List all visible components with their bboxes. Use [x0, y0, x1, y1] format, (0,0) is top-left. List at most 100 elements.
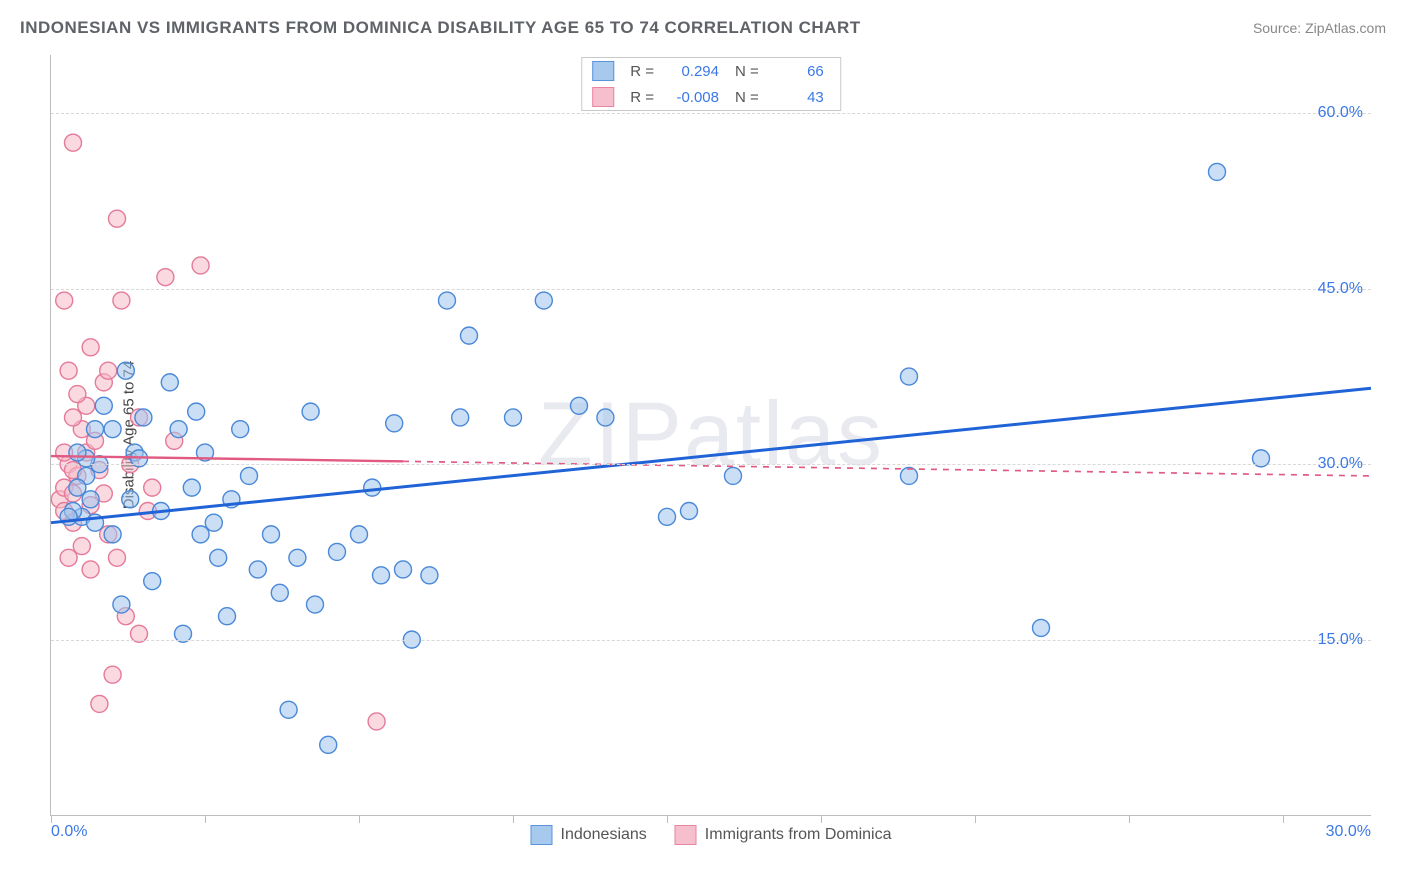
scatter-point [725, 467, 742, 484]
scatter-point [571, 397, 588, 414]
scatter-point [192, 526, 209, 543]
gridline [51, 464, 1371, 465]
legend-row-series-0: R = 0.294 N = 66 [582, 58, 840, 84]
scatter-point [104, 421, 121, 438]
scatter-point [60, 549, 77, 566]
scatter-point [82, 561, 99, 578]
scatter-point [144, 573, 161, 590]
scatter-point [188, 403, 205, 420]
scatter-point [421, 567, 438, 584]
legend-row-series-1: R = -0.008 N = 43 [582, 84, 840, 110]
scatter-point [364, 479, 381, 496]
correlation-legend: R = 0.294 N = 66 R = -0.008 N = 43 [581, 57, 841, 111]
gridline [51, 289, 1371, 290]
legend-swatch-bottom-0 [531, 825, 553, 845]
r-label: R = [630, 63, 654, 80]
y-tick-label: 60.0% [1318, 104, 1363, 122]
x-tick [975, 815, 976, 823]
y-tick-label: 45.0% [1318, 280, 1363, 298]
r-label: R = [630, 89, 654, 106]
scatter-point [82, 491, 99, 508]
scatter-point [368, 713, 385, 730]
scatter-point [95, 397, 112, 414]
gridline [51, 113, 1371, 114]
chart-title: INDONESIAN VS IMMIGRANTS FROM DOMINICA D… [20, 18, 861, 38]
scatter-point [597, 409, 614, 426]
legend-swatch-bottom-1 [675, 825, 697, 845]
scatter-point [192, 257, 209, 274]
scatter-point [241, 467, 258, 484]
scatter-point [183, 479, 200, 496]
scatter-point [117, 362, 134, 379]
scatter-point [91, 695, 108, 712]
x-tick [205, 815, 206, 823]
scatter-point [109, 549, 126, 566]
scatter-point [681, 503, 698, 520]
scatter-point [280, 701, 297, 718]
scatter-point [302, 403, 319, 420]
scatter-point [100, 362, 117, 379]
scatter-point [289, 549, 306, 566]
x-tick-label: 30.0% [1326, 823, 1371, 841]
scatter-point [249, 561, 266, 578]
scatter-point [205, 514, 222, 531]
scatter-point [104, 666, 121, 683]
scatter-point [307, 596, 324, 613]
scatter-point [113, 596, 130, 613]
n-value-series-1: 43 [769, 89, 824, 106]
scatter-point [1209, 163, 1226, 180]
source-credit: Source: ZipAtlas.com [1253, 20, 1386, 36]
scatter-point [104, 526, 121, 543]
scatter-point [505, 409, 522, 426]
x-tick [1129, 815, 1130, 823]
x-tick [359, 815, 360, 823]
scatter-point [452, 409, 469, 426]
scatter-point [395, 561, 412, 578]
n-value-series-0: 66 [769, 63, 824, 80]
r-value-series-0: 0.294 [664, 63, 719, 80]
y-tick-label: 30.0% [1318, 455, 1363, 473]
x-tick [821, 815, 822, 823]
scatter-point [69, 386, 86, 403]
legend-item-0: Indonesians [531, 825, 647, 845]
r-value-series-1: -0.008 [664, 89, 719, 106]
regression-line [51, 388, 1371, 522]
scatter-point [1033, 619, 1050, 636]
scatter-point [69, 444, 86, 461]
n-label: N = [735, 63, 759, 80]
scatter-point [170, 421, 187, 438]
x-tick [667, 815, 668, 823]
scatter-point [69, 479, 86, 496]
scatter-point [109, 210, 126, 227]
scatter-point [60, 362, 77, 379]
legend-item-1: Immigrants from Dominica [675, 825, 892, 845]
scatter-point [73, 538, 90, 555]
scatter-point [263, 526, 280, 543]
scatter-point [329, 543, 346, 560]
legend-swatch-series-1 [592, 87, 614, 107]
scatter-point [901, 368, 918, 385]
scatter-point [157, 269, 174, 286]
scatter-point [320, 736, 337, 753]
x-tick [513, 815, 514, 823]
plot-area: Disability Age 65 to 74 ZIPatlas R = 0.2… [50, 55, 1371, 816]
scatter-point [219, 608, 236, 625]
scatter-point [901, 467, 918, 484]
scatter-point [65, 134, 82, 151]
y-tick-label: 15.0% [1318, 631, 1363, 649]
scatter-point [271, 584, 288, 601]
scatter-point [535, 292, 552, 309]
scatter-point [113, 292, 130, 309]
series-legend: Indonesians Immigrants from Dominica [531, 825, 892, 845]
x-tick-label: 0.0% [51, 823, 87, 841]
scatter-point [386, 415, 403, 432]
scatter-point [65, 409, 82, 426]
scatter-point [351, 526, 368, 543]
legend-label-1: Immigrants from Dominica [705, 826, 892, 844]
scatter-point [144, 479, 161, 496]
scatter-point [210, 549, 227, 566]
scatter-point [122, 491, 139, 508]
scatter-point [161, 374, 178, 391]
n-label: N = [735, 89, 759, 106]
x-tick [1283, 815, 1284, 823]
